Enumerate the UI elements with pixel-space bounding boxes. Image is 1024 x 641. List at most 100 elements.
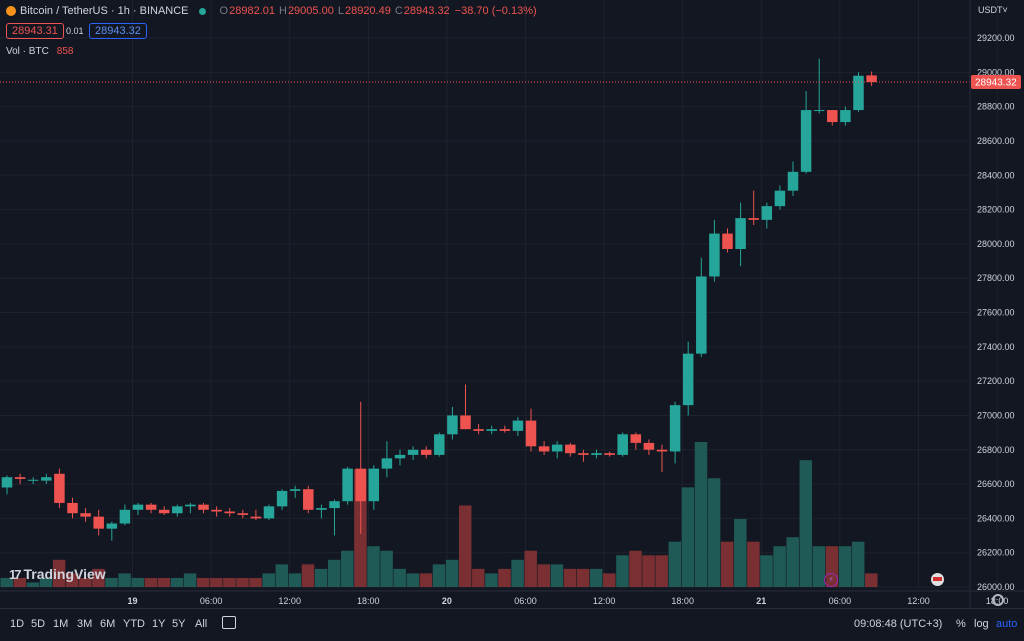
volume-bar: [485, 573, 498, 587]
volume-bar: [92, 568, 105, 587]
volume-bar: [524, 550, 537, 587]
timeframe-button[interactable]: 1Y: [152, 618, 166, 630]
auto-scale-toggle[interactable]: auto: [996, 618, 1018, 630]
timeframe-button[interactable]: All: [195, 618, 208, 630]
price-tick-label: 29000.00: [977, 67, 1015, 77]
symbol-title[interactable]: Bitcoin / TetherUS · 1h · BINANCE: [20, 5, 189, 17]
price-tick-label: 26200.00: [977, 548, 1015, 558]
volume-bar: [537, 564, 551, 587]
timeframe-button[interactable]: 5D: [31, 618, 46, 630]
candle-body: [669, 405, 681, 452]
high-label: H: [278, 5, 287, 17]
candle-body: [211, 509, 222, 512]
buy-price-button[interactable]: 28943.32: [89, 23, 147, 39]
percent-scale-toggle[interactable]: %: [956, 618, 966, 630]
candle-body: [525, 420, 537, 447]
candle-body: [447, 415, 458, 435]
timeframe-button[interactable]: YTD: [123, 618, 145, 630]
volume-bar: [249, 577, 262, 587]
candle-body: [643, 442, 655, 450]
calendar-range-icon[interactable]: [222, 616, 236, 629]
volume-bar: [616, 555, 629, 587]
volume-bar: [262, 573, 275, 587]
volume-bar: [865, 573, 878, 587]
currency-selector[interactable]: USDT˅: [978, 5, 1008, 15]
volume-bar: [603, 573, 616, 587]
timeframe-button[interactable]: 1D: [10, 618, 25, 630]
lightning-event-icon[interactable]: ⚡: [824, 573, 838, 587]
volume-bar: [196, 577, 210, 587]
volume-bar: [458, 505, 472, 587]
sell-price-button[interactable]: 28943.31: [6, 23, 64, 39]
high-value: 29005.00: [287, 5, 334, 17]
candle-body: [355, 468, 366, 502]
candle-body: [460, 415, 471, 430]
volume-bar: [655, 555, 668, 587]
candle-body: [158, 509, 170, 514]
settings-gear-icon[interactable]: [992, 594, 1004, 606]
time-axis[interactable]: 19 06:00 12:00 18:00 20 06:00 12:00 18:00 21 06:0…: [0, 590, 1024, 606]
timeframe-button[interactable]: 1M: [53, 618, 69, 630]
volume-bar: [589, 568, 603, 587]
timeframe-button[interactable]: 6M: [100, 618, 116, 630]
volume-bar: [799, 460, 813, 587]
candle-body: [735, 218, 746, 250]
time-tick-label: 06:00: [200, 596, 223, 606]
volume-bar: [576, 568, 590, 587]
volume-bar: [694, 442, 708, 587]
volume-bar: [288, 573, 302, 587]
volume-bar: [851, 541, 865, 587]
candle-body: [93, 516, 104, 529]
price-tick-label: 28800.00: [977, 102, 1015, 112]
watermark-text: TradingView: [23, 566, 106, 582]
volume-bar: [707, 478, 721, 587]
volume-bar: [838, 546, 852, 587]
candle-body: [1, 477, 13, 488]
low-label: L: [337, 5, 344, 17]
candle-body: [538, 446, 550, 452]
time-tick-label: 12:00: [278, 596, 301, 606]
candle-body: [656, 449, 668, 452]
volume-bars: [0, 442, 878, 587]
candle-body: [682, 353, 694, 406]
candlestick-chart[interactable]: 29200.00 29000.00 28800.00 28600.00 28400.00…: [0, 0, 1024, 608]
time-tick-label: 19: [127, 596, 137, 606]
price-axis[interactable]: 29200.00 29000.00 28800.00 28600.00 28400.00…: [969, 0, 1015, 608]
tradingview-watermark: 17 TradingView: [9, 566, 106, 582]
timeframe-button[interactable]: 3M: [77, 618, 93, 630]
volume-bar: [144, 577, 158, 587]
us-flag-event-icon[interactable]: [931, 573, 944, 586]
time-tick-label: 18:00: [357, 596, 380, 606]
candle-body: [132, 504, 144, 510]
time-tick-label: 06:00: [829, 596, 852, 606]
time-tick-label: 06:00: [514, 596, 537, 606]
candle-body: [853, 75, 864, 111]
candle-body: [54, 473, 65, 503]
volume-bar: [327, 559, 341, 587]
candle-body: [840, 110, 851, 123]
volume-bar: [275, 564, 289, 587]
volume-bar: [380, 550, 393, 587]
volume-bar: [118, 573, 131, 587]
volume-bar: [105, 577, 118, 587]
timeframe-button[interactable]: 5Y: [172, 618, 186, 630]
price-tick-label: 27800.00: [977, 273, 1015, 283]
price-tick-label: 28400.00: [977, 170, 1015, 180]
candle-body: [827, 110, 838, 123]
volume-bar: [773, 546, 786, 587]
log-scale-toggle[interactable]: log: [974, 618, 989, 630]
candle-body: [813, 110, 825, 112]
volume-bar: [472, 568, 485, 587]
spread-value: 0.01: [66, 26, 84, 36]
candle-body: [198, 504, 209, 510]
volume-bar: [39, 577, 53, 587]
clock: 09:08:48 (UTC+3): [854, 618, 943, 630]
candle-body: [722, 233, 733, 250]
volume-bar: [432, 564, 446, 587]
candle-body: [14, 477, 26, 479]
candle-body: [630, 434, 642, 443]
volume-bar: [393, 568, 406, 587]
candle-body: [512, 420, 524, 431]
volume-bar: [26, 582, 40, 587]
time-tick-label: 18:00: [671, 596, 694, 606]
